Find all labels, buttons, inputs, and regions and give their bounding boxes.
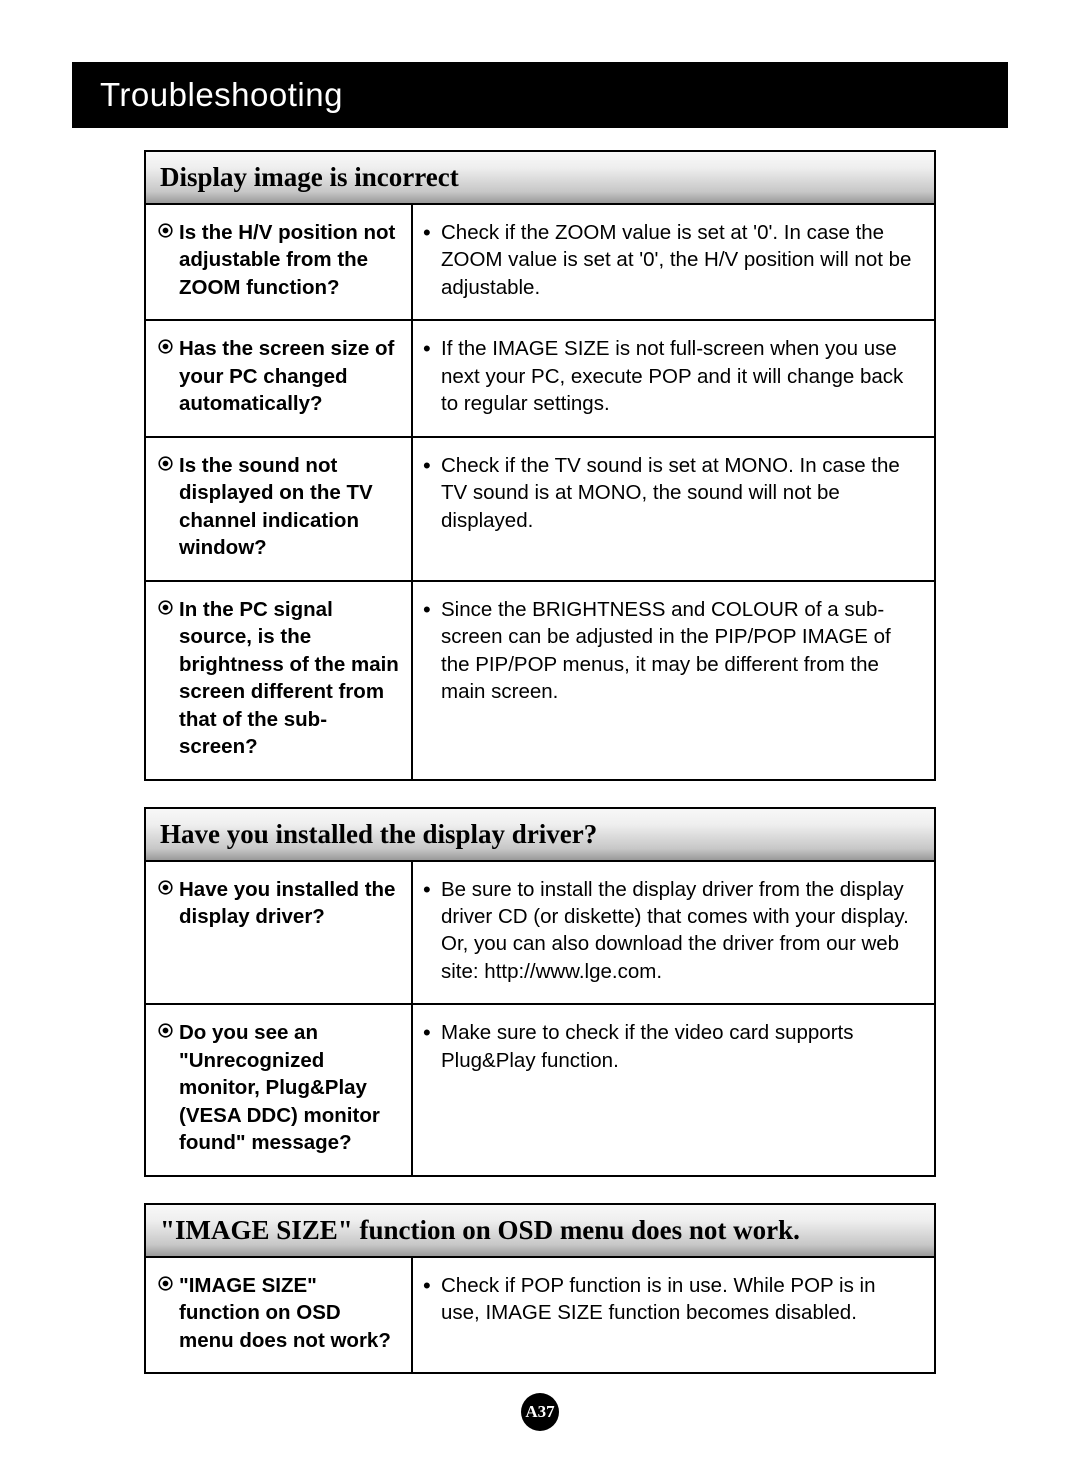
target-bullet-icon [158,880,173,895]
answer-text: Check if POP function is in use. While P… [441,1272,912,1327]
question-text: In the PC signal source, is the brightne… [179,596,401,761]
answer-cell: • Since the BRIGHTNESS and COLOUR of a s… [413,582,934,779]
target-bullet-icon [158,456,173,471]
answer-text: Check if the ZOOM value is set at '0'. I… [441,219,912,301]
section-display-image: Display image is incorrect Is the H/V po… [144,150,936,781]
answer-cell: • Check if the TV sound is set at MONO. … [413,438,934,580]
question-cell: In the PC signal source, is the brightne… [146,582,413,779]
section-header: Have you installed the display driver? [146,809,934,862]
section-image-size: "IMAGE SIZE" function on OSD menu does n… [144,1203,936,1374]
question-cell: Have you installed the display driver? [146,862,413,1004]
answer-text: Make sure to check if the video card sup… [441,1019,912,1074]
dot-bullet-icon: • [423,596,437,623]
answer-cell: • Be sure to install the display driver … [413,862,934,1004]
question-cell: Is the H/V position not adjustable from … [146,205,413,319]
table-row: Is the H/V position not adjustable from … [146,205,934,321]
question-text: Is the sound not displayed on the TV cha… [179,452,401,562]
table-row: Do you see an "Unrecognized monitor, Plu… [146,1005,934,1174]
dot-bullet-icon: • [423,1272,437,1299]
dot-bullet-icon: • [423,1019,437,1046]
dot-bullet-icon: • [423,219,437,246]
table-row: "IMAGE SIZE" function on OSD menu does n… [146,1258,934,1372]
question-text: Have you installed the display driver? [179,876,401,931]
table-row: Have you installed the display driver? •… [146,862,934,1006]
section-header: Display image is incorrect [146,152,934,205]
question-cell: Do you see an "Unrecognized monitor, Plu… [146,1005,413,1174]
answer-cell: • Check if the ZOOM value is set at '0'.… [413,205,934,319]
answer-cell: • Check if POP function is in use. While… [413,1258,934,1372]
answer-text: Be sure to install the display driver fr… [441,876,912,986]
answer-cell: • If the IMAGE SIZE is not full-screen w… [413,321,934,435]
question-text: Is the H/V position not adjustable from … [179,219,401,301]
dot-bullet-icon: • [423,876,437,903]
answer-cell: • Make sure to check if the video card s… [413,1005,934,1174]
answer-text: Check if the TV sound is set at MONO. In… [441,452,912,534]
question-text: "IMAGE SIZE" function on OSD menu does n… [179,1272,401,1354]
target-bullet-icon [158,1276,173,1291]
question-text: Do you see an "Unrecognized monitor, Plu… [179,1019,401,1156]
target-bullet-icon [158,1023,173,1038]
target-bullet-icon [158,600,173,615]
section-display-driver: Have you installed the display driver? H… [144,807,936,1177]
question-cell: Is the sound not displayed on the TV cha… [146,438,413,580]
target-bullet-icon [158,339,173,354]
question-cell: Has the screen size of your PC changed a… [146,321,413,435]
section-header: "IMAGE SIZE" function on OSD menu does n… [146,1205,934,1258]
table-row: In the PC signal source, is the brightne… [146,582,934,779]
question-text: Has the screen size of your PC changed a… [179,335,401,417]
target-bullet-icon [158,223,173,238]
page-title: Troubleshooting [72,62,1008,128]
table-row: Has the screen size of your PC changed a… [146,321,934,437]
table-row: Is the sound not displayed on the TV cha… [146,438,934,582]
answer-text: Since the BRIGHTNESS and COLOUR of a sub… [441,596,912,706]
dot-bullet-icon: • [423,452,437,479]
page-number-badge: A37 [521,1393,559,1431]
question-cell: "IMAGE SIZE" function on OSD menu does n… [146,1258,413,1372]
answer-text: If the IMAGE SIZE is not full-screen whe… [441,335,912,417]
dot-bullet-icon: • [423,335,437,362]
